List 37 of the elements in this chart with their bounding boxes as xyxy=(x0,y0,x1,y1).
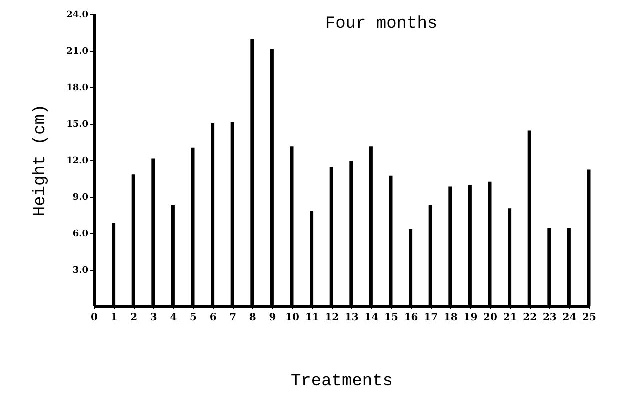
x-tick-label: 9 xyxy=(269,312,276,324)
y-tick-label: 9.0 xyxy=(72,193,88,203)
x-tick-label: 0 xyxy=(91,312,98,324)
x-tick-label: 17 xyxy=(424,312,438,324)
y-tick-label: 18.0 xyxy=(66,84,88,94)
y-tick-label: 12.0 xyxy=(66,156,88,166)
x-tick-label: 13 xyxy=(344,312,359,324)
x-tick-label: 20 xyxy=(484,312,498,324)
x-tick-label: 7 xyxy=(230,312,237,324)
x-tick-label: 2 xyxy=(130,312,138,324)
x-axis-title: Treatments xyxy=(290,372,394,392)
x-tick-label: 11 xyxy=(305,312,320,324)
y-tick-label: 15.0 xyxy=(66,120,88,130)
x-tick-label: 24 xyxy=(562,312,577,324)
x-tick-label: 16 xyxy=(404,312,418,324)
x-tick-label: 8 xyxy=(249,312,256,324)
x-tick-label: 14 xyxy=(364,312,379,324)
x-tick-label: 3 xyxy=(150,312,158,324)
x-tick-label: 1 xyxy=(110,312,118,324)
x-tick-label: 19 xyxy=(464,312,478,324)
y-tick-label: 6.0 xyxy=(72,230,88,240)
y-tick-label: 21.0 xyxy=(66,47,88,57)
y-tick-label: 24.0 xyxy=(66,10,88,20)
x-tick-label: 25 xyxy=(582,312,596,324)
x-tick-label: 22 xyxy=(523,312,538,324)
x-tick-label: 23 xyxy=(542,312,557,324)
y-tick-label: 3.0 xyxy=(72,266,88,276)
x-tick-label: 10 xyxy=(286,312,300,324)
x-tick-label: 5 xyxy=(190,312,198,324)
x-tick-label: 18 xyxy=(444,312,458,324)
x-tick-label: 4 xyxy=(170,312,178,324)
chart-title: Four months xyxy=(325,15,438,34)
x-tick-label: 12 xyxy=(325,312,340,324)
x-tick-label: 6 xyxy=(210,312,217,324)
y-axis-title: Height (cm) xyxy=(32,104,51,217)
x-tick-label: 15 xyxy=(384,312,398,324)
x-tick-label: 21 xyxy=(503,312,518,324)
